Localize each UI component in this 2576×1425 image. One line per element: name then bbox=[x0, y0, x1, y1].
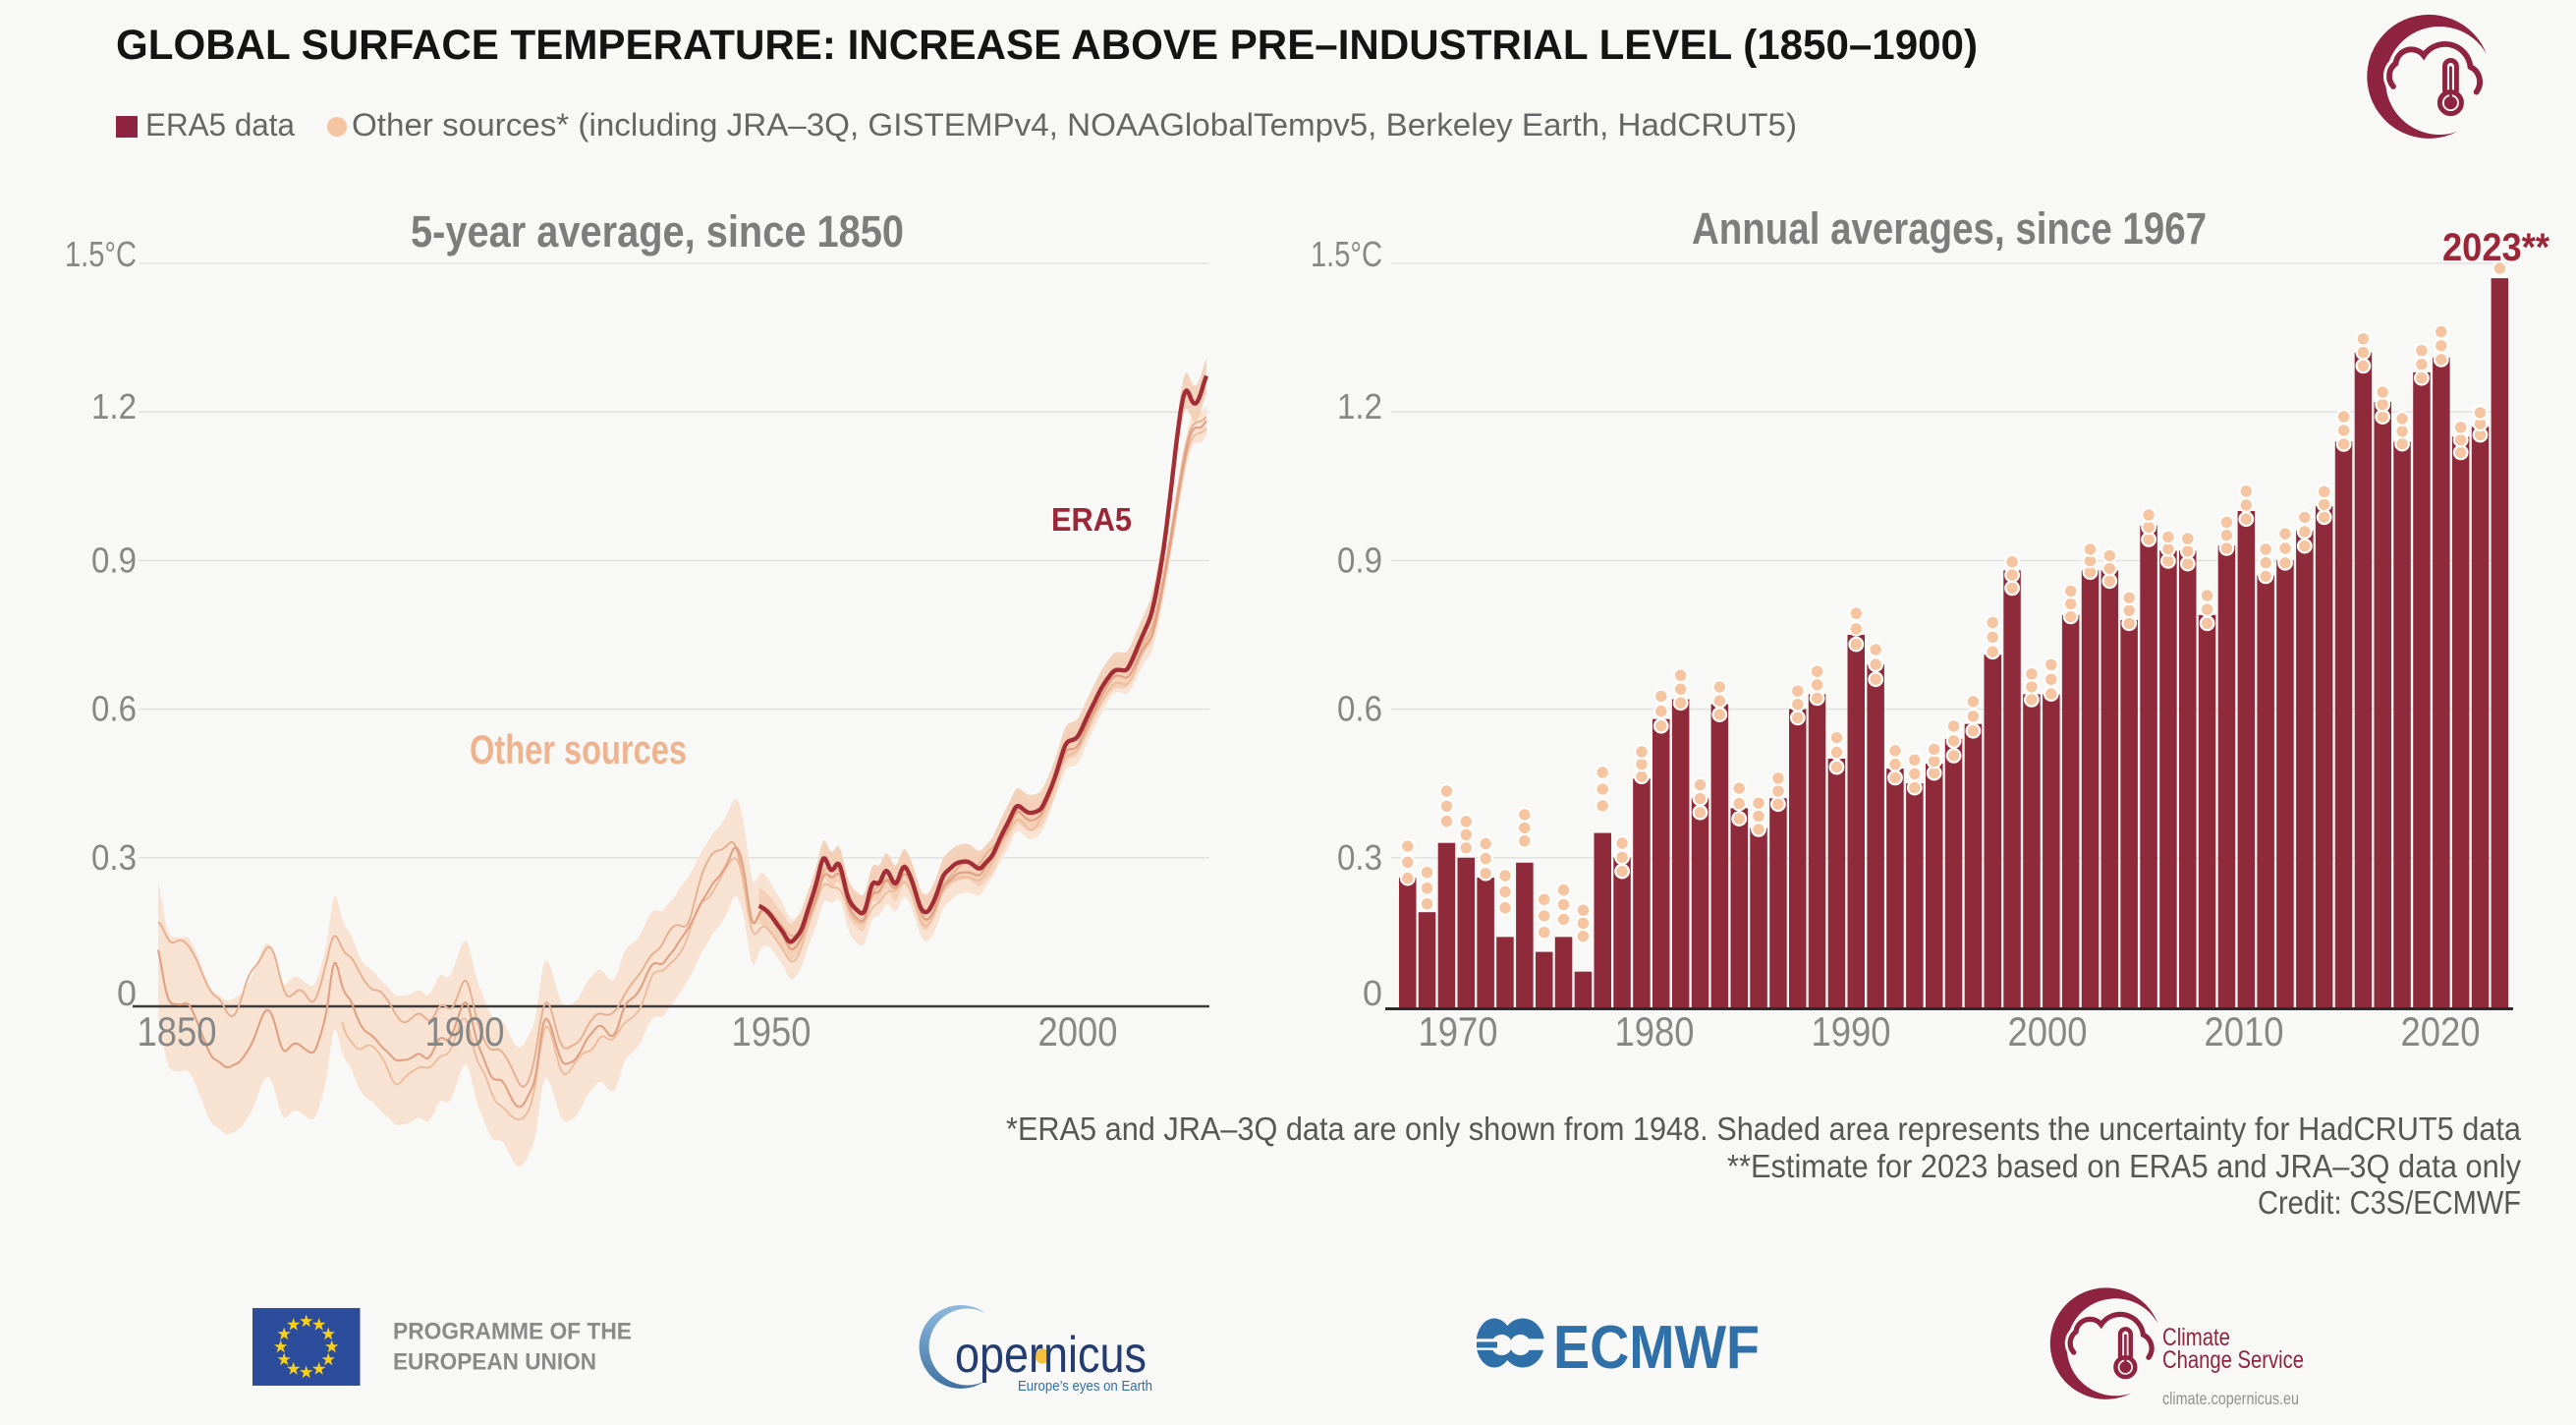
svg-text:2020: 2020 bbox=[2401, 1008, 2481, 1054]
svg-text:ERA5: ERA5 bbox=[1051, 501, 1132, 538]
svg-text:0.9: 0.9 bbox=[91, 540, 137, 580]
svg-text:2000: 2000 bbox=[2008, 1008, 2088, 1054]
svg-text:Europe’s eyes on Earth: Europe’s eyes on Earth bbox=[1018, 1379, 1152, 1395]
svg-text:0: 0 bbox=[117, 973, 137, 1013]
svg-text:**Estimate for 2023 based on E: **Estimate for 2023 based on ERA5 and JR… bbox=[1727, 1149, 2521, 1185]
svg-text:1950: 1950 bbox=[732, 1008, 812, 1054]
svg-text:0.9: 0.9 bbox=[1337, 540, 1382, 580]
svg-text:1980: 1980 bbox=[1615, 1008, 1695, 1054]
svg-text:Other sources* (including JRA–: Other sources* (including JRA–3Q, GISTEM… bbox=[352, 107, 1797, 142]
svg-text:Credit: C3S/ECMWF: Credit: C3S/ECMWF bbox=[2258, 1185, 2521, 1222]
svg-text:1850: 1850 bbox=[138, 1008, 217, 1054]
svg-text:2023**: 2023** bbox=[2442, 226, 2549, 269]
svg-text:Change Service: Change Service bbox=[2162, 1346, 2304, 1374]
svg-text:Other sources: Other sources bbox=[470, 726, 687, 772]
svg-text:1900: 1900 bbox=[425, 1008, 505, 1054]
svg-text:0.6: 0.6 bbox=[1337, 689, 1382, 729]
svg-text:1.2: 1.2 bbox=[91, 386, 137, 427]
svg-text:0.3: 0.3 bbox=[91, 837, 137, 878]
svg-text:ECMWF: ECMWF bbox=[1553, 1314, 1760, 1382]
svg-text:*ERA5 and JRA–3Q data are only: *ERA5 and JRA–3Q data are only shown fro… bbox=[1006, 1112, 2521, 1148]
svg-text:1970: 1970 bbox=[1419, 1008, 1498, 1054]
svg-text:1.5°C: 1.5°C bbox=[65, 234, 137, 274]
svg-text:Annual averages, since 1967: Annual averages, since 1967 bbox=[1692, 203, 2207, 254]
svg-text:0.6: 0.6 bbox=[91, 689, 137, 729]
svg-text:EUROPEAN UNION: EUROPEAN UNION bbox=[393, 1349, 596, 1376]
svg-text:0: 0 bbox=[1363, 973, 1382, 1013]
svg-text:PROGRAMME OF THE: PROGRAMME OF THE bbox=[393, 1318, 632, 1344]
svg-text:Climate: Climate bbox=[2162, 1324, 2230, 1351]
svg-text:2000: 2000 bbox=[1038, 1008, 1118, 1054]
svg-text:climate.copernicus.eu: climate.copernicus.eu bbox=[2162, 1389, 2299, 1408]
svg-text:2010: 2010 bbox=[2205, 1008, 2284, 1054]
svg-text:1.2: 1.2 bbox=[1337, 386, 1382, 427]
svg-text:ERA5 data: ERA5 data bbox=[145, 107, 295, 142]
svg-text:opernicus: opernicus bbox=[955, 1327, 1147, 1384]
svg-text:1.5°C: 1.5°C bbox=[1311, 234, 1382, 274]
svg-text:5-year average, since 1850: 5-year average, since 1850 bbox=[411, 206, 904, 256]
svg-text:1990: 1990 bbox=[1812, 1008, 1891, 1054]
svg-text:0.3: 0.3 bbox=[1337, 837, 1382, 878]
svg-text:GLOBAL SURFACE TEMPERATURE: IN: GLOBAL SURFACE TEMPERATURE: INCREASE ABO… bbox=[116, 22, 1978, 69]
